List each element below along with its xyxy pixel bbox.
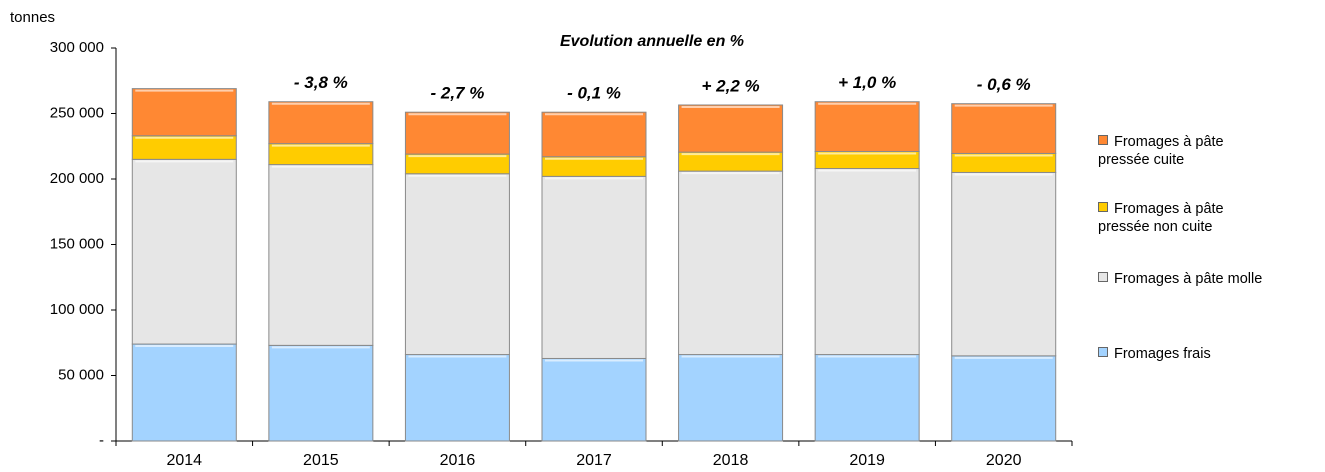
x-tick-label: 2016 <box>440 452 476 469</box>
bar-segment <box>814 101 920 152</box>
bar-segment <box>404 111 510 155</box>
bar-segment <box>131 135 237 160</box>
bar-segment <box>268 164 374 346</box>
bar-segment <box>814 168 920 356</box>
legend-label: Fromages frais <box>1114 346 1211 362</box>
chart-title: Evolution annuelle en % <box>560 33 744 50</box>
growth-label: + 2,2 % <box>702 76 760 95</box>
bar-segment <box>541 357 647 442</box>
legend-item: Fromages à pâte pressée cuite <box>1098 133 1268 169</box>
bar-segment <box>678 170 784 356</box>
bar-segment <box>404 173 510 356</box>
bar-segment <box>404 354 510 442</box>
x-tick-label: 2018 <box>713 452 749 469</box>
bar-segment <box>131 158 237 345</box>
growth-label: - 0,6 % <box>977 75 1031 94</box>
bar-segment <box>541 111 647 158</box>
y-tick-label: - <box>99 432 104 449</box>
bar-segment <box>131 88 237 137</box>
legend-swatch <box>1098 272 1108 282</box>
x-tick-label: 2020 <box>986 452 1022 469</box>
bar-segment <box>951 171 1057 357</box>
growth-label: + 1,0 % <box>838 73 896 92</box>
y-axis-label: tonnes <box>10 9 55 26</box>
legend-label: Fromages à pâte molle <box>1114 271 1263 287</box>
legend-swatch <box>1098 202 1108 212</box>
bar-segment <box>268 101 374 145</box>
legend-label: Fromages à pâte pressée non cuite <box>1098 201 1224 235</box>
y-tick-label: 50 000 <box>58 366 104 383</box>
legend-item: Fromages à pâte molle <box>1098 270 1298 288</box>
x-tick-label: 2017 <box>576 452 612 469</box>
legend-label: Fromages à pâte pressée cuite <box>1098 134 1224 168</box>
bar-segment <box>951 103 1057 154</box>
bar-segment <box>678 104 784 153</box>
bar-segment <box>131 343 237 442</box>
legend-item: Fromages frais <box>1098 345 1298 363</box>
bar-segment <box>541 175 647 359</box>
bar-segment <box>268 344 374 442</box>
y-tick-label: 200 000 <box>50 170 104 187</box>
legend-item: Fromages à pâte pressée non cuite <box>1098 200 1268 236</box>
x-tick-label: 2019 <box>849 452 885 469</box>
y-tick-label: 250 000 <box>50 104 104 121</box>
y-tick-label: 150 000 <box>50 235 104 252</box>
legend-swatch <box>1098 347 1108 357</box>
bar-segment <box>814 354 920 442</box>
growth-label: - 2,7 % <box>430 84 484 103</box>
y-tick-label: 300 000 <box>50 39 104 56</box>
x-tick-label: 2014 <box>166 452 202 469</box>
y-tick-label: 100 000 <box>50 301 104 318</box>
legend-swatch <box>1098 135 1108 145</box>
growth-label: - 3,8 % <box>294 73 348 92</box>
bar-segment <box>268 143 374 166</box>
bar-segment <box>678 354 784 442</box>
growth-label: - 0,1 % <box>567 84 621 103</box>
x-tick-label: 2015 <box>303 452 339 469</box>
bar-segment <box>951 355 1057 442</box>
